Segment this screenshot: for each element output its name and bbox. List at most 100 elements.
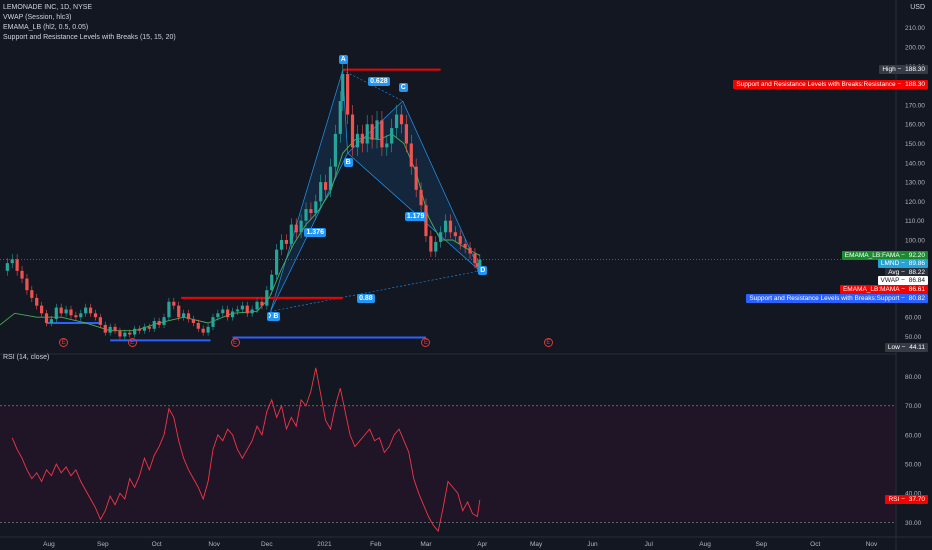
candle-body[interactable] — [137, 328, 142, 331]
time-tick-label[interactable]: Oct — [152, 541, 162, 548]
candle-body[interactable] — [289, 224, 293, 244]
candle-body[interactable] — [40, 305, 44, 314]
candle-body[interactable] — [365, 124, 369, 144]
candle-body[interactable] — [299, 220, 303, 233]
candle-body[interactable] — [399, 114, 404, 125]
time-tick-label[interactable]: Jun — [587, 541, 598, 548]
time-tick-label[interactable]: Sep — [756, 541, 768, 548]
candle-body[interactable] — [98, 317, 102, 325]
candle-body[interactable] — [201, 328, 205, 333]
candle-body[interactable] — [360, 133, 364, 144]
candle-body[interactable] — [25, 278, 29, 291]
candle-body[interactable] — [284, 240, 289, 244]
candle-body[interactable] — [64, 309, 68, 314]
candle-body[interactable] — [226, 309, 230, 318]
candle-body[interactable] — [458, 236, 462, 244]
candle-body[interactable] — [265, 290, 269, 306]
candle-body[interactable] — [404, 124, 408, 144]
candle-body[interactable] — [108, 326, 112, 333]
candle-body[interactable] — [157, 321, 161, 325]
candle-body[interactable] — [270, 274, 274, 291]
candle-body[interactable] — [230, 311, 235, 318]
candle-body[interactable] — [385, 143, 389, 148]
candle-body[interactable] — [309, 209, 313, 213]
indicator-support-resistance[interactable]: Support and Resistance Levels with Break… — [3, 34, 176, 41]
time-tick-label[interactable]: May — [530, 541, 543, 548]
candle-body[interactable] — [84, 307, 88, 314]
candle-body[interactable] — [370, 124, 374, 140]
rsi-title[interactable]: RSI (14, close) — [3, 354, 50, 361]
candle-body[interactable] — [182, 313, 186, 318]
candle-body[interactable] — [346, 74, 350, 115]
candle-body[interactable] — [49, 319, 54, 323]
candle-body[interactable] — [250, 309, 254, 314]
candle-body[interactable] — [10, 259, 14, 264]
candle-body[interactable] — [439, 232, 443, 242]
time-tick-label[interactable]: 2021 — [317, 541, 332, 548]
candle-body[interactable] — [355, 133, 360, 148]
candle-body[interactable] — [338, 101, 342, 134]
candle-body[interactable] — [191, 319, 195, 323]
candle-body[interactable] — [128, 332, 132, 335]
candle-body[interactable] — [196, 322, 200, 329]
candle-body[interactable] — [147, 326, 151, 329]
candle-body[interactable] — [328, 166, 333, 190]
candle-body[interactable] — [44, 313, 49, 323]
candle-body[interactable] — [103, 324, 107, 333]
candle-body[interactable] — [167, 301, 171, 318]
candle-body[interactable] — [88, 307, 93, 314]
candle-body[interactable] — [162, 317, 166, 325]
candle-body[interactable] — [414, 166, 418, 190]
candle-body[interactable] — [279, 240, 284, 250]
indicator-emama[interactable]: EMAMA_LB (hl2, 0.5, 0.05) — [3, 24, 89, 31]
candle-body[interactable] — [255, 301, 259, 310]
candle-body[interactable] — [380, 120, 384, 148]
candle-body[interactable] — [5, 263, 9, 271]
candle-body[interactable] — [341, 74, 345, 102]
candle-body[interactable] — [434, 241, 438, 252]
candle-body[interactable] — [152, 321, 156, 329]
candle-body[interactable] — [314, 201, 318, 213]
candle-body[interactable] — [206, 326, 210, 333]
candle-body[interactable] — [375, 120, 379, 140]
candle-body[interactable] — [304, 209, 308, 221]
candle-body[interactable] — [448, 220, 453, 233]
time-tick-label[interactable]: Aug — [43, 541, 55, 548]
candle-body[interactable] — [350, 114, 355, 148]
candle-body[interactable] — [473, 253, 477, 264]
time-tick-label[interactable]: Sep — [97, 541, 109, 548]
candle-body[interactable] — [123, 332, 127, 337]
candle-body[interactable] — [35, 297, 39, 306]
time-tick-label[interactable]: Mar — [420, 541, 432, 548]
candle-body[interactable] — [113, 326, 117, 331]
candle-body[interactable] — [216, 313, 220, 318]
time-tick-label[interactable]: Jul — [645, 541, 654, 548]
candle-body[interactable] — [323, 182, 328, 190]
candle-body[interactable] — [142, 326, 147, 331]
candle-body[interactable] — [20, 270, 24, 279]
candle-body[interactable] — [235, 309, 240, 312]
time-tick-label[interactable]: Nov — [208, 541, 220, 548]
candle-body[interactable] — [186, 313, 191, 320]
time-tick-label[interactable]: Feb — [370, 541, 382, 548]
candle-body[interactable] — [54, 307, 58, 320]
candle-body[interactable] — [394, 114, 399, 129]
candle-body[interactable] — [245, 305, 249, 314]
candle-body[interactable] — [221, 309, 225, 314]
candle-body[interactable] — [478, 259, 482, 268]
candle-body[interactable] — [275, 249, 279, 275]
candle-body[interactable] — [172, 301, 176, 306]
candle-body[interactable] — [463, 243, 467, 248]
candle-body[interactable] — [443, 220, 448, 233]
time-tick-label[interactable]: Oct — [810, 541, 820, 548]
candle-body[interactable] — [69, 309, 73, 316]
indicator-vwap[interactable]: VWAP (Session, hlc3) — [3, 14, 72, 21]
candle-body[interactable] — [133, 328, 137, 335]
time-tick-label[interactable]: Aug — [699, 541, 711, 548]
candle-body[interactable] — [74, 315, 78, 318]
candle-body[interactable] — [240, 305, 244, 310]
candle-body[interactable] — [30, 290, 34, 298]
time-tick-label[interactable]: Nov — [866, 541, 878, 548]
candle-body[interactable] — [319, 182, 323, 202]
